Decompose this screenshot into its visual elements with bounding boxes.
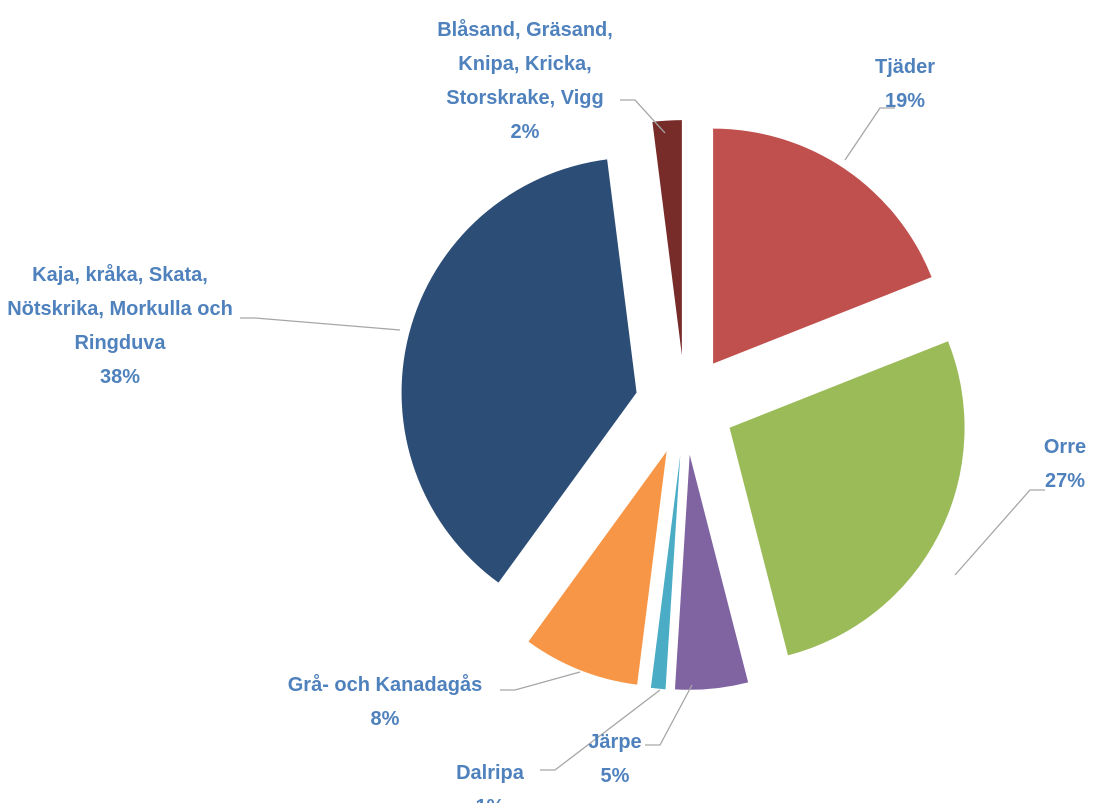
category-label: Grå- och Kanadagås (287, 674, 483, 696)
category-label: Tjäder (874, 56, 936, 78)
pie-slice (713, 128, 932, 364)
percent-label: 2% (510, 121, 540, 143)
category-label: Orre (1043, 436, 1087, 458)
pie-slice (528, 451, 667, 685)
data-label: Orre 27% (1025, 430, 1093, 498)
pie-slice (650, 454, 681, 690)
leader-line (540, 689, 661, 771)
data-label: Järpe 5% (565, 725, 665, 793)
data-label: Blåsand, Gräsand, Knipa, Kricka, Storskr… (405, 13, 645, 149)
data-label: Kaja, kråka, Skata, Nötskrika, Morkulla … (0, 258, 245, 394)
leader-line (645, 684, 693, 746)
pie-slice (674, 454, 749, 690)
percent-label: 19% (884, 90, 926, 112)
percent-label: 1% (440, 790, 540, 803)
pie-slice (401, 159, 637, 583)
pie-slice (652, 120, 682, 356)
pie-slice (729, 341, 965, 656)
data-label: Dalripa 1% (440, 756, 540, 803)
leader-line (240, 317, 401, 331)
leader-line (954, 489, 1045, 576)
leader-line (500, 671, 581, 691)
data-label: Tjäder 19% (845, 50, 965, 118)
percent-label: 8% (370, 708, 400, 730)
leader-line (620, 99, 666, 134)
category-label: Järpe (588, 731, 642, 753)
percent-label: 38% (99, 366, 141, 388)
data-label: Grå- och Kanadagås 8% (255, 668, 515, 736)
category-label: Dalripa (456, 762, 524, 784)
category-label: Kaja, kråka, Skata, Nötskrika, Morkulla … (7, 264, 233, 354)
leader-line (844, 107, 895, 161)
category-label: Blåsand, Gräsand, Knipa, Kricka, Storskr… (437, 19, 613, 109)
percent-label: 27% (1044, 470, 1086, 492)
percent-label: 5% (600, 765, 630, 787)
